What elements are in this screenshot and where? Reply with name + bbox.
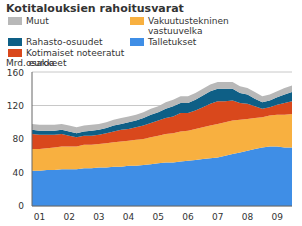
svg-text:120: 120 xyxy=(8,101,24,111)
html-text:Talletukset: Talletukset xyxy=(148,37,197,47)
svg-text:06: 06 xyxy=(182,212,194,222)
svg-text:08: 08 xyxy=(242,212,254,222)
svg-text:40: 40 xyxy=(13,168,25,178)
html-text:Mrd. euroa: Mrd. euroa xyxy=(6,58,55,68)
svg-text:09: 09 xyxy=(271,212,283,222)
html-text:Vakuutustekninen vastuuvelka: Vakuutustekninen vastuuvelka xyxy=(148,16,229,36)
svg-text:07: 07 xyxy=(212,212,223,222)
svg-text:05: 05 xyxy=(153,212,164,222)
svg-text:04: 04 xyxy=(123,212,135,222)
svg-text:0: 0 xyxy=(18,201,24,211)
html-text:Kotitalouksien rahoitusvarat: Kotitalouksien rahoitusvarat xyxy=(6,2,184,15)
html-text:Kotimaiset noteeratut osakkeet: Kotimaiset noteeratut osakkeet xyxy=(26,48,125,68)
html-text:Muut: Muut xyxy=(26,16,49,26)
svg-text:160: 160 xyxy=(8,68,24,78)
svg-text:01: 01 xyxy=(34,212,45,222)
svg-text:02: 02 xyxy=(63,212,74,222)
svg-text:03: 03 xyxy=(93,212,104,222)
html-text:Rahasto-osuudet: Rahasto-osuudet xyxy=(26,37,103,47)
svg-text:80: 80 xyxy=(13,134,25,144)
